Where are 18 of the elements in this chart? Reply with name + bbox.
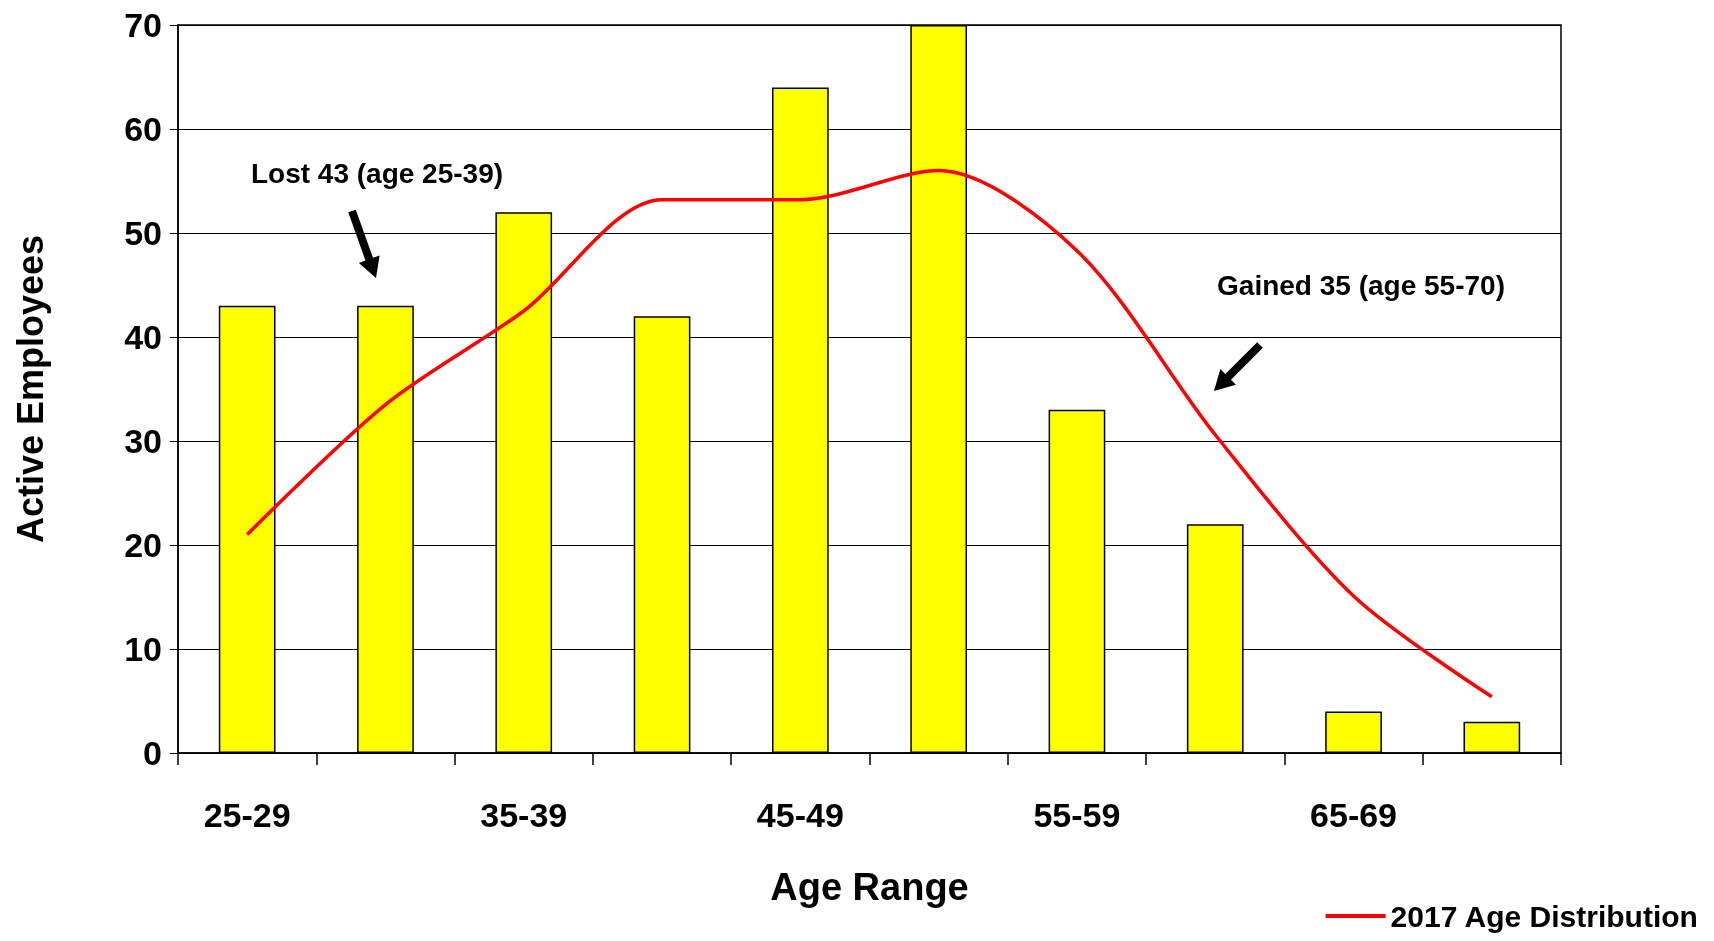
annotation: Gained 35 (age 55-70) [1217, 269, 1505, 301]
x-tick-label: 65-69 [1310, 796, 1398, 834]
x-tick-label: 35-39 [480, 796, 568, 834]
x-axis-title: Age Range [770, 866, 969, 908]
x-tick-label: 45-49 [756, 796, 844, 834]
y-tick-label: 0 [143, 734, 162, 772]
y-axis-title: Active Employees [9, 234, 51, 544]
annotation: Lost 43 (age 25-39) [250, 157, 504, 189]
y-tick-label: 60 [124, 110, 162, 148]
y-tick-label: 40 [124, 318, 162, 356]
x-tick-label: 25-29 [203, 796, 291, 834]
y-tick-label: 30 [124, 422, 162, 460]
y-tick-label: 20 [124, 526, 162, 564]
y-tick-label: 10 [124, 630, 162, 668]
y-tick-label: 50 [124, 214, 162, 252]
legend-label: 2017 Age Distribution [1390, 899, 1698, 933]
y-tick-label: 70 [124, 6, 162, 44]
x-tick-label: 55-59 [1033, 796, 1121, 834]
